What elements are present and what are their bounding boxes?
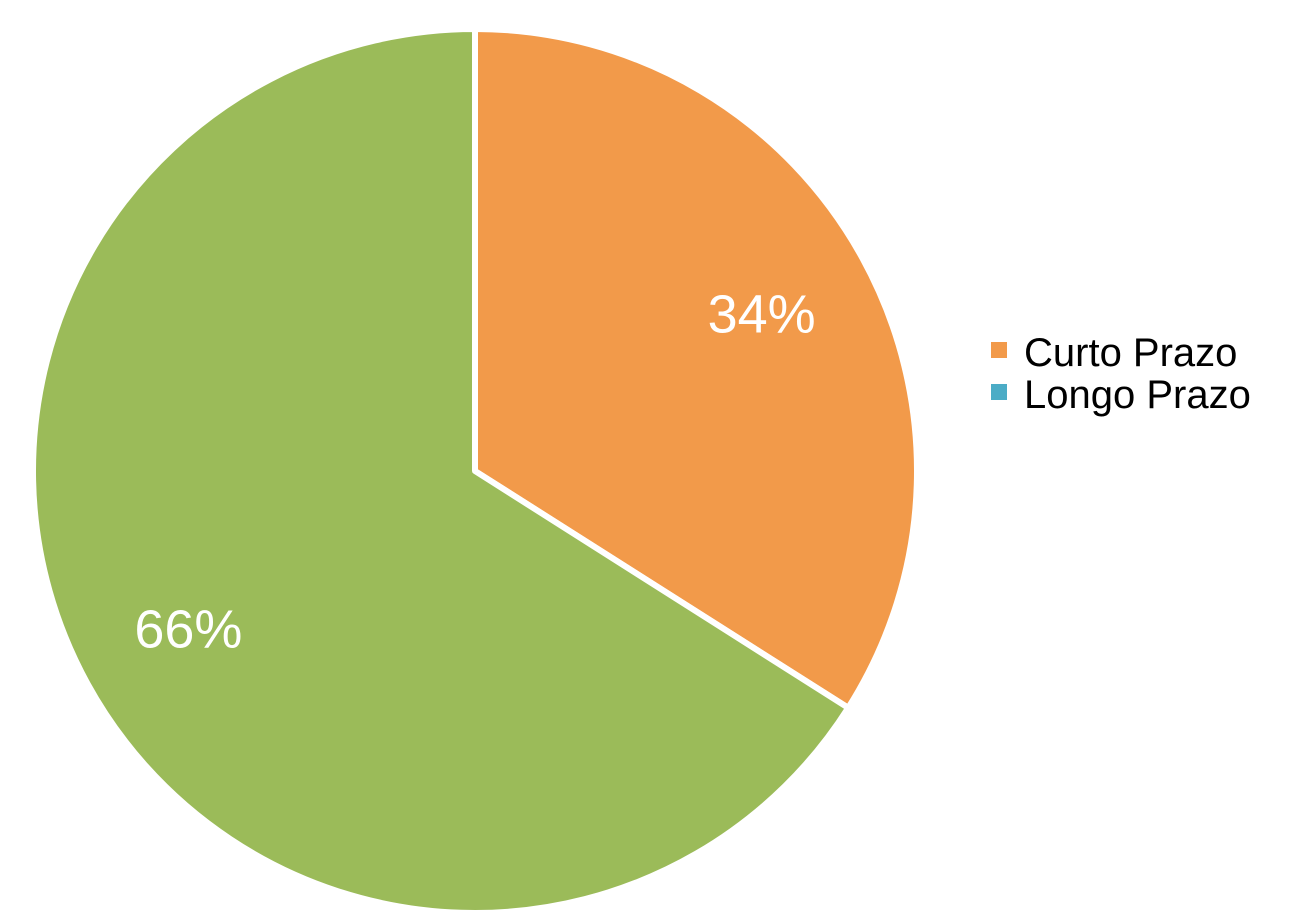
legend-label-1: Longo Prazo — [1024, 373, 1251, 417]
pie-data-labels: 34% 66% — [134, 284, 815, 659]
legend-swatch-0 — [991, 342, 1007, 358]
pie-data-label-0: 34% — [708, 284, 816, 344]
pie-slices — [30, 26, 920, 913]
legend-swatch-1 — [991, 384, 1007, 400]
pie-data-label-2: 66% — [134, 600, 242, 660]
legend-label-0: Curto Prazo — [1024, 331, 1237, 375]
pie-slice-2 — [30, 26, 852, 913]
